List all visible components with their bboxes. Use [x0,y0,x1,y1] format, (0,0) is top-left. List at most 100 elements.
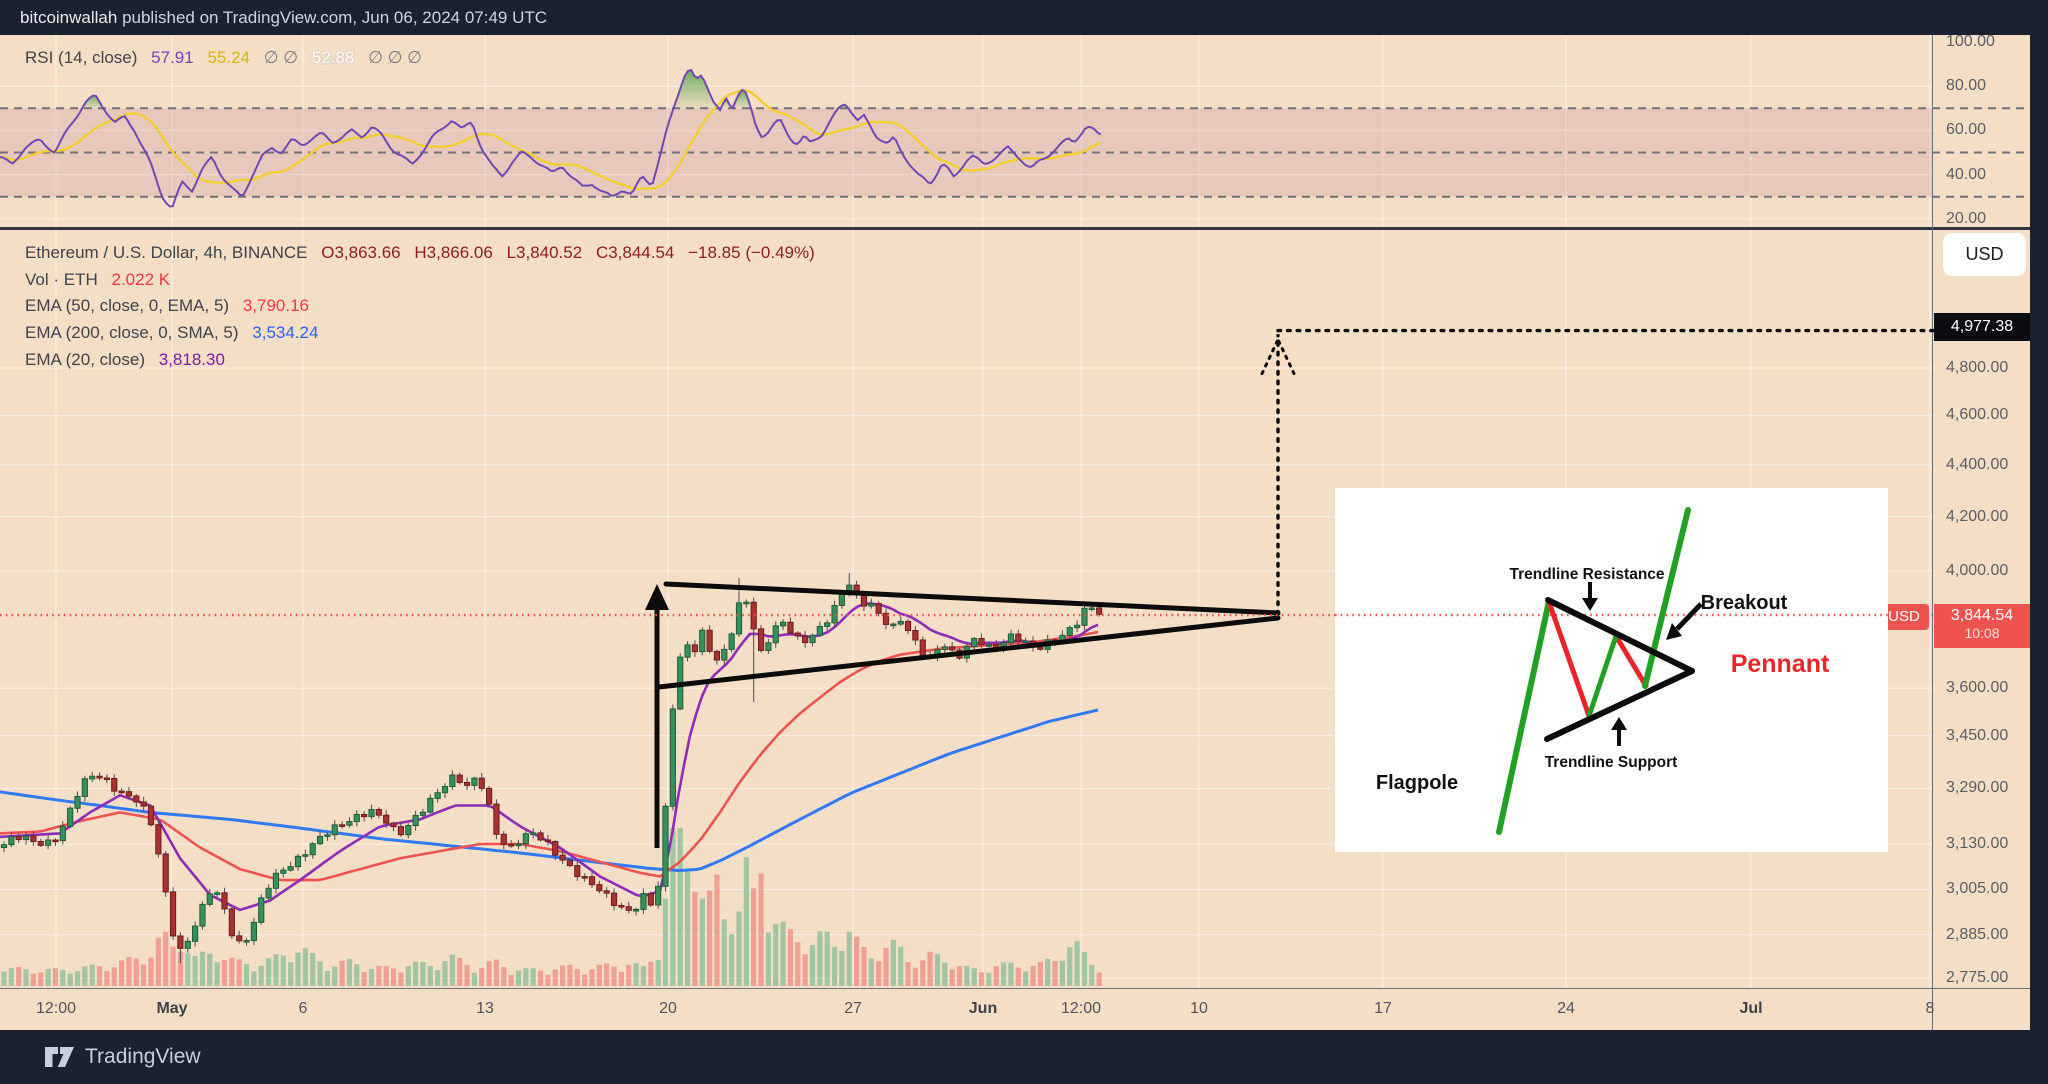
volume-bar [479,967,485,986]
candle-body [757,628,765,651]
candle-body [728,633,735,650]
candle-body [640,893,647,910]
time-axis-tick: 17 [1374,1000,1392,1017]
candle-body [15,835,22,841]
volume-bar [207,953,213,986]
candle-body [780,621,787,627]
price-scale-tick: 2,885.00 [1946,925,2009,943]
rsi-ma-value: 55.24 [207,48,250,67]
candle-body [772,625,779,644]
volume-bar [699,898,705,986]
candle-body [978,637,985,646]
time-axis-tick: 24 [1557,1000,1575,1017]
inset-breakout-arrowhead [1666,623,1682,640]
projection-arrowhead-right [1276,338,1296,376]
volume-bar [787,929,794,986]
volume-bar [1096,972,1102,986]
rsi-legend-title: RSI (14, close) [25,48,138,67]
candle-body [1096,607,1103,615]
candle-body [949,646,956,651]
volume-bar [582,974,588,986]
volume-bar [486,961,492,986]
time-axis-tick: 8 [1925,1000,1935,1017]
volume-bar [927,951,933,986]
currency-toggle-button[interactable]: USD [1943,233,2026,276]
volume-bar [266,958,272,986]
rsi-ma-line [0,89,1102,191]
candle-body [750,601,757,630]
candle-body [8,835,15,846]
projection-arrowhead-left [1260,338,1280,376]
candle-body [566,859,574,867]
chart-annotations[interactable] [0,328,1936,848]
candle-body [324,834,331,837]
volume-bar [361,972,367,986]
tradingview-brand[interactable]: TradingView [44,1044,201,1070]
candle-body [824,622,831,627]
candle-body [309,843,316,856]
pennant-lower-trendline[interactable] [656,615,1281,690]
volume-bar [185,953,191,986]
candle-body [655,885,662,906]
time-axis-tick: 12:00 [35,1000,77,1017]
volume-bar [1023,971,1029,986]
candle-body [1022,640,1029,644]
volume-bar [310,952,316,986]
rsi-overbought-fill [675,70,717,109]
candle-body [397,826,404,836]
candle-body [177,935,184,949]
candle-body [471,777,478,786]
candle-body [294,855,302,868]
candle-body [346,821,353,826]
candle-body [706,629,713,652]
volume-bar [243,964,250,986]
rsi-scale-tick: 40.00 [1946,165,1987,183]
candle-body [111,777,118,792]
volume-bar [295,952,301,986]
volume-bar [332,966,338,986]
pane-separator[interactable] [0,227,2030,230]
volume-bar [956,966,963,986]
volume-bar [104,971,110,986]
candle-body [339,824,346,827]
target-price-badge: 4,977.38 [1934,313,2030,341]
volume-bar [707,890,713,986]
trendline-resistance-label: Trendline Resistance [1509,566,1665,583]
price-scale-tick: 3,290.00 [1946,779,2009,797]
volume-bar [368,968,375,986]
candle-body [1037,646,1044,650]
publish-info-text: published on TradingView.com, Jun 06, 20… [117,8,548,27]
volume-bar [376,965,382,986]
pennant-upper-trendline[interactable] [663,581,1281,616]
rsi-scale-tick: 100.00 [1946,33,1995,50]
candle-body [419,811,427,816]
volume-bar [1059,960,1065,986]
price-scale-tick: 3,450.00 [1946,726,2009,744]
ohlc-open: O3,863.66 [321,243,401,262]
volume-bar [405,965,411,986]
inset-breakout-arrow [1675,602,1703,631]
volume-bar [714,874,720,986]
volume-bar [758,873,764,986]
volume-bar [729,934,735,986]
volume-bar [471,972,477,986]
volume-bar [560,965,566,986]
candle-body [530,832,537,836]
volume-bar [155,937,161,986]
candle-body [544,839,551,843]
volume-bar [905,961,911,986]
candle-body [67,807,74,827]
volume-bar [1037,962,1043,986]
candle-body [890,623,897,627]
candle-body [794,632,801,637]
countdown-timer: 10:08 [1964,625,2000,641]
tradingview-logo-icon [45,1047,74,1067]
volume-bar [817,931,823,986]
volume-bar [501,967,507,986]
candle-body [897,620,904,625]
rsi-pane[interactable] [0,35,2030,227]
candle-body [787,621,794,634]
volume-bar [420,961,426,986]
candle-body [625,906,632,911]
